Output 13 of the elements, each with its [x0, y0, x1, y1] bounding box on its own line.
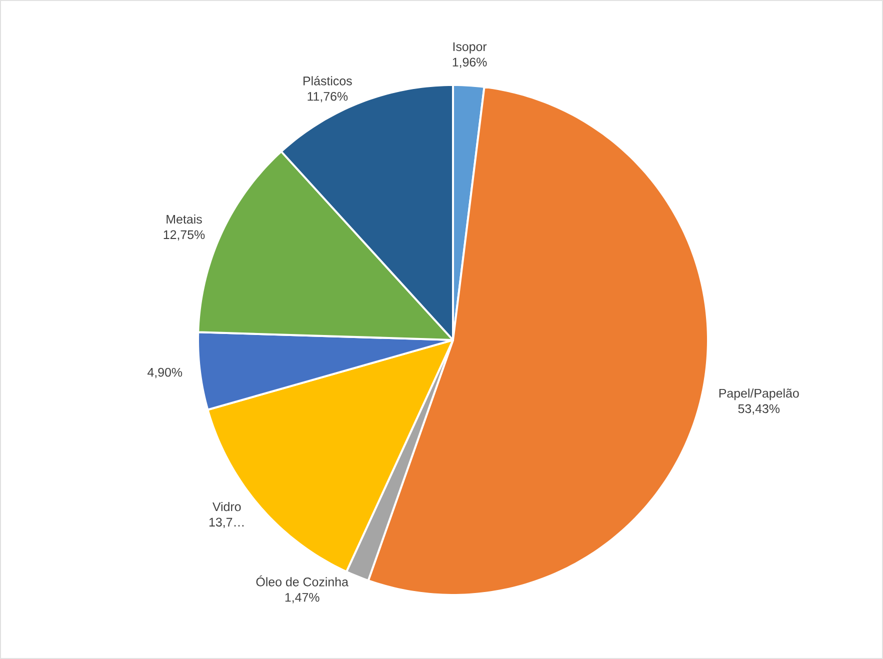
data-label: 12,75%	[164, 230, 205, 241]
data-label: 1,96%	[452, 58, 487, 68]
data-label: 11,76%	[308, 92, 348, 102]
slice-label: Plásticos	[304, 76, 352, 86]
data-label: 1,47%	[285, 593, 320, 604]
slice-label: Óleo de Cozinha	[256, 575, 348, 586]
slice-label: Papel/Papelão	[719, 388, 799, 400]
slice-label: Vidro	[212, 502, 241, 512]
slice-label: Isopor	[453, 42, 487, 54]
data-label: 53,43%	[738, 404, 780, 415]
data-label: 13,7…	[209, 518, 244, 528]
data-label: 4,90%	[147, 368, 182, 378]
slice-label: Metais	[166, 214, 202, 224]
